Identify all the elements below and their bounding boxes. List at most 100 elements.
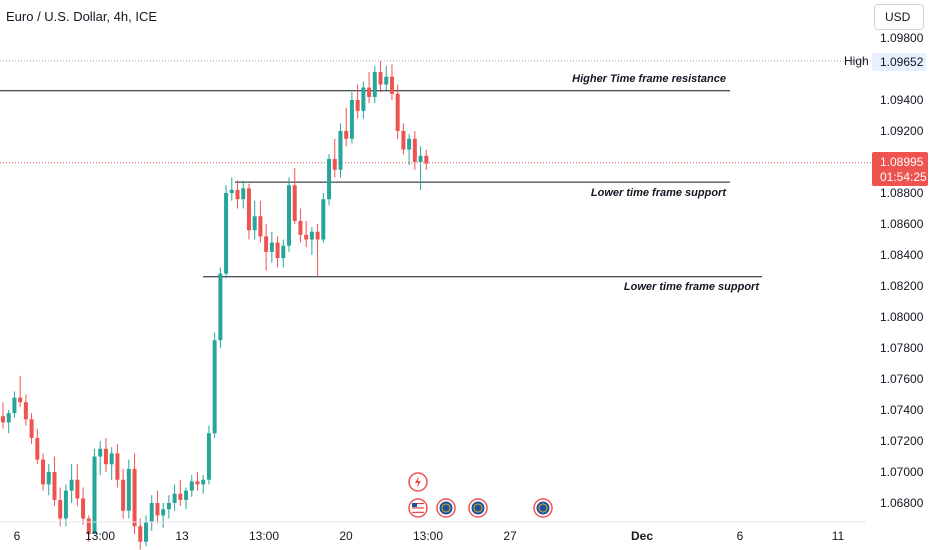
candle xyxy=(52,456,57,507)
time-tick-label: 13 xyxy=(175,529,189,543)
time-tick-label: 13:00 xyxy=(85,529,115,543)
eu-star xyxy=(538,509,541,511)
candle xyxy=(29,413,34,445)
event-markers xyxy=(408,472,553,518)
candle xyxy=(86,515,91,542)
flag-canton xyxy=(412,503,417,507)
candles xyxy=(1,61,429,550)
candle-body xyxy=(412,138,417,162)
time-tick-label: Dec xyxy=(631,529,653,543)
candle xyxy=(126,459,131,519)
eu-star xyxy=(538,505,541,507)
candle-body xyxy=(92,456,97,534)
candle xyxy=(241,180,246,209)
candle xyxy=(418,146,423,190)
price-tick-label: 1.08000 xyxy=(880,310,924,324)
candle xyxy=(58,487,63,527)
candle-body xyxy=(41,459,46,485)
eu-star xyxy=(542,511,544,513)
candle xyxy=(287,177,291,252)
candle-body xyxy=(304,234,309,240)
time-tick-label: 27 xyxy=(503,529,517,543)
eu-star xyxy=(445,503,447,505)
flag-stripe xyxy=(412,509,424,511)
candle-body xyxy=(361,87,366,111)
price-tick-label: 1.07600 xyxy=(880,372,924,386)
chart-title: Euro / U.S. Dollar, 4h, ICE xyxy=(6,9,158,24)
candle xyxy=(189,475,194,497)
candle-body xyxy=(338,131,343,170)
candle xyxy=(98,441,103,476)
eu-star xyxy=(542,503,544,505)
candle xyxy=(304,220,309,248)
candle-body xyxy=(401,131,406,150)
candle-body xyxy=(258,216,263,237)
candle xyxy=(201,475,206,494)
candle-body xyxy=(378,72,383,85)
eu-star xyxy=(544,503,546,506)
candle xyxy=(321,193,326,243)
candle-body xyxy=(424,155,429,164)
candle xyxy=(155,490,160,524)
high-value-tag xyxy=(872,53,926,71)
candle-body xyxy=(52,472,57,500)
candle xyxy=(195,472,200,491)
currency-selector-button[interactable]: USD xyxy=(874,4,924,30)
candle-body xyxy=(309,231,314,240)
candle xyxy=(63,484,68,527)
candle xyxy=(264,224,269,271)
candle-body xyxy=(195,481,200,485)
candle-body xyxy=(389,76,394,94)
flag-stripe xyxy=(412,511,424,513)
candle xyxy=(258,200,263,243)
eu-star xyxy=(441,507,443,509)
eu-star xyxy=(481,507,483,509)
eu-star xyxy=(546,507,548,509)
lightning-bolt xyxy=(415,476,421,488)
eu-star xyxy=(447,503,449,506)
candle xyxy=(424,149,429,170)
last-price-tag xyxy=(872,152,928,186)
candle xyxy=(412,131,417,170)
candle-body xyxy=(161,509,166,516)
eu-star xyxy=(443,503,445,506)
candle-body xyxy=(252,216,257,231)
candle-body xyxy=(63,490,68,519)
candle xyxy=(281,239,286,268)
candle-body xyxy=(18,397,23,403)
candle-body xyxy=(12,397,17,414)
candle xyxy=(344,107,349,147)
eu-star xyxy=(473,507,475,509)
resistance-label: Higher Time frame resistance xyxy=(572,73,726,85)
last-price-value: 1.08995 xyxy=(880,155,924,169)
price-axis[interactable]: 1.098001.094001.092001.090001.088001.086… xyxy=(880,31,924,510)
candle-body xyxy=(269,242,274,252)
candle xyxy=(235,180,240,209)
candle xyxy=(246,183,251,240)
price-tick-label: 1.08800 xyxy=(880,186,924,200)
price-tick-label: 1.06800 xyxy=(880,496,924,510)
candle xyxy=(23,394,28,426)
candle-body xyxy=(241,188,246,200)
candle-body xyxy=(126,468,131,511)
eu-star xyxy=(475,503,477,506)
price-tick-label: 1.07000 xyxy=(880,465,924,479)
candle-body xyxy=(155,503,160,516)
eu-star xyxy=(477,511,479,513)
eu-star xyxy=(479,510,481,513)
candle-body xyxy=(355,100,360,111)
candle xyxy=(132,453,137,534)
candle xyxy=(229,177,234,201)
candle xyxy=(109,447,114,480)
candle xyxy=(178,479,183,507)
countdown-timer: 01:54:25 xyxy=(880,170,927,184)
candle xyxy=(1,402,5,429)
candle xyxy=(166,495,171,519)
time-tick-label: 13:00 xyxy=(413,529,443,543)
eu-star xyxy=(473,509,476,511)
eu-star xyxy=(480,509,483,511)
time-axis[interactable]: 6 13:00 13 13:00 20 13:00 27 Dec 6 11 xyxy=(0,521,866,543)
support-label-2: Lower time frame support xyxy=(624,281,760,293)
candle-body xyxy=(264,236,269,252)
